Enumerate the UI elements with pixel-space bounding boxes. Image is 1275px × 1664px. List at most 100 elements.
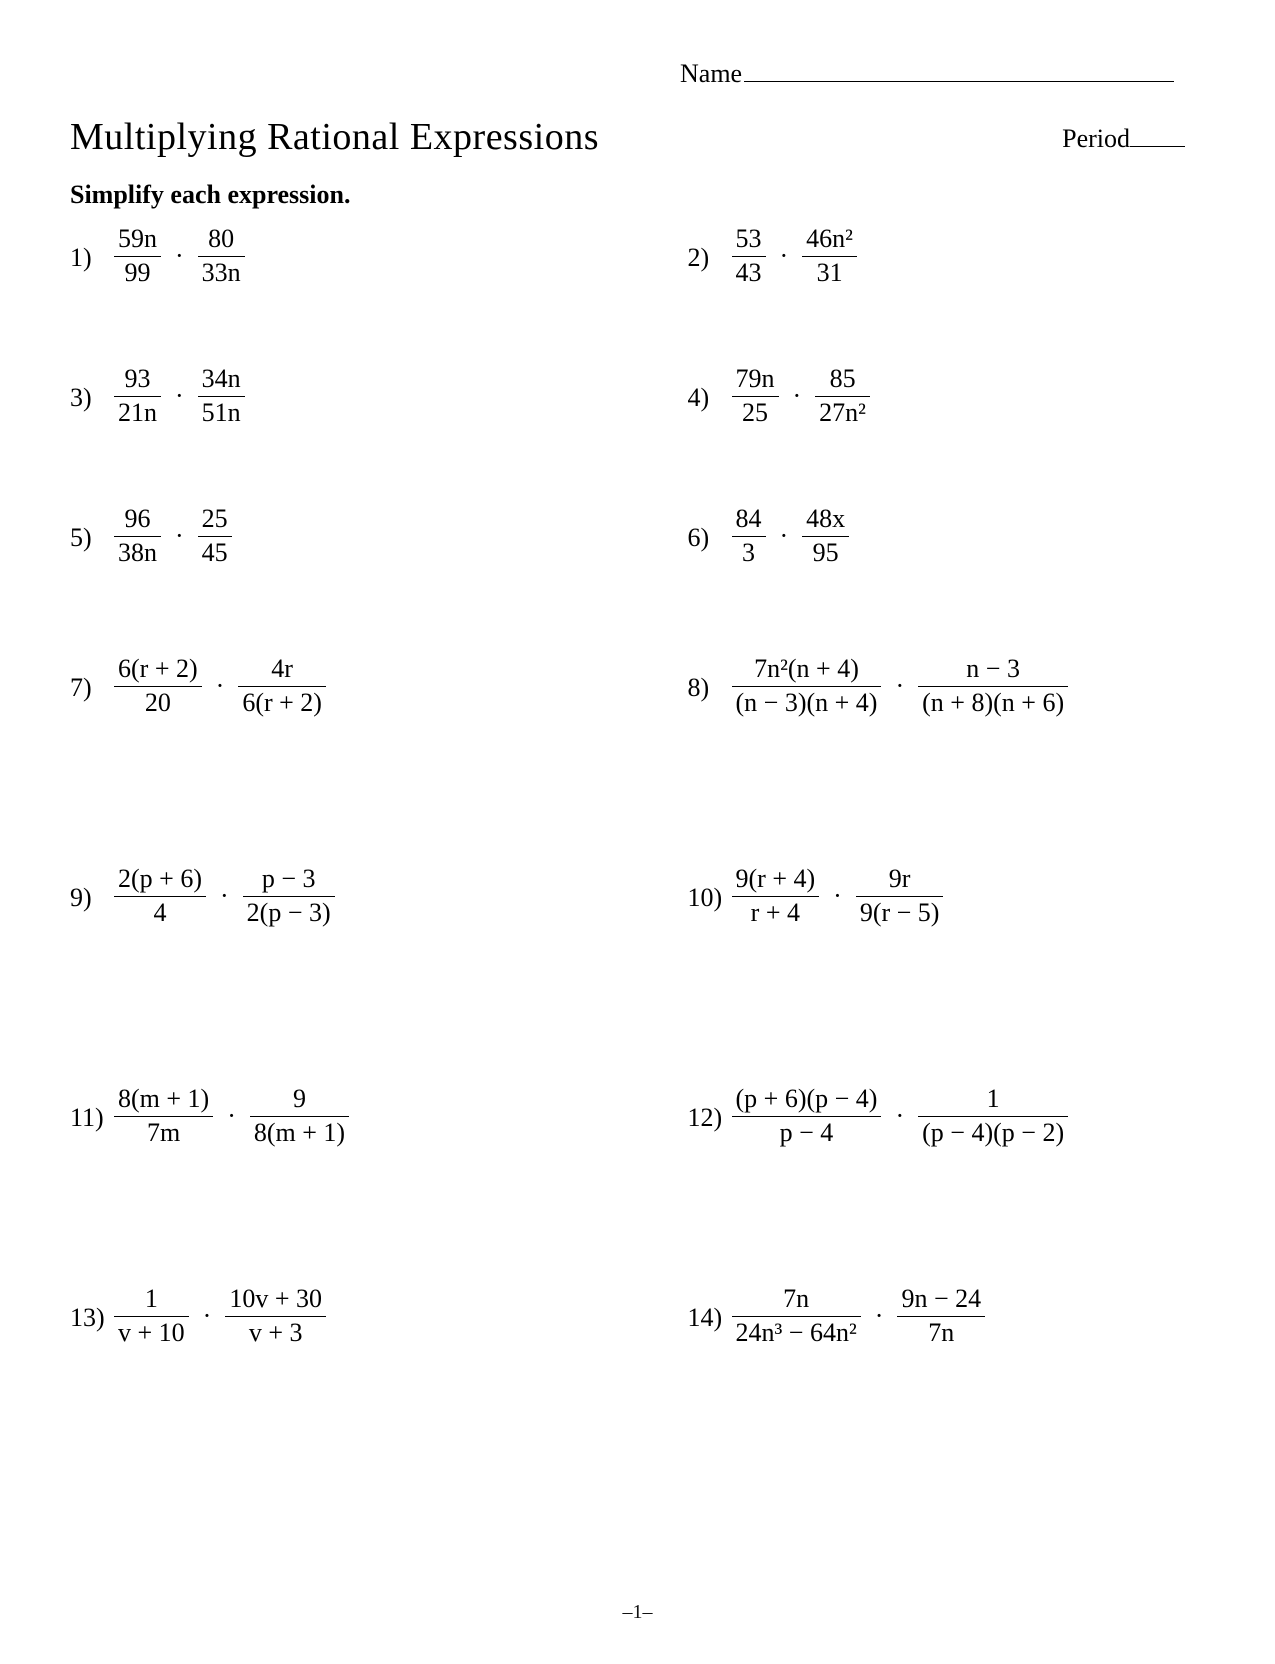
fraction: 8(m + 1) 7m — [114, 1085, 213, 1147]
denominator: 95 — [809, 539, 843, 568]
fraction: 1 v + 10 — [114, 1285, 189, 1347]
title-row: Multiplying Rational Expressions — [70, 115, 1205, 159]
fraction: 79n 25 — [732, 365, 779, 427]
problem-cell: 11) 8(m + 1) 7m · 9 8(m + 1) — [70, 1085, 638, 1285]
numerator: 53 — [732, 225, 766, 254]
problem-row: 11) 8(m + 1) 7m · 9 8(m + 1) 12) — [70, 1085, 1205, 1285]
fraction: 6(r + 2) 20 — [114, 655, 202, 717]
fraction: 80 33n — [198, 225, 245, 287]
denominator: 8(m + 1) — [250, 1119, 349, 1148]
numerator: n − 3 — [962, 655, 1024, 684]
multiply-dot: · — [776, 521, 793, 551]
multiply-dot: · — [891, 671, 908, 701]
fraction: 85 27n² — [815, 365, 870, 427]
numerator: 93 — [121, 365, 155, 394]
problem-number: 2) — [688, 225, 732, 273]
denominator: 24n³ − 64n² — [732, 1319, 861, 1348]
fraction: 2(p + 6) 4 — [114, 865, 206, 927]
problem-cell: 13) 1 v + 10 · 10v + 30 v + 3 — [70, 1285, 638, 1445]
denominator: 4 — [149, 899, 170, 928]
fraction-bar — [732, 396, 779, 397]
multiply-dot: · — [789, 381, 806, 411]
fraction-bar — [732, 1316, 861, 1317]
fraction-bar — [114, 1316, 189, 1317]
name-underline[interactable] — [744, 55, 1174, 82]
numerator: 9(r + 4) — [732, 865, 820, 894]
problem-cell: 3) 93 21n · 34n 51n — [70, 365, 638, 505]
fraction-bar — [198, 536, 232, 537]
denominator: v + 3 — [245, 1319, 307, 1348]
problem-number: 10) — [688, 865, 732, 913]
numerator: 2(p + 6) — [114, 865, 206, 894]
numerator: 25 — [198, 505, 232, 534]
numerator: 7n²(n + 4) — [750, 655, 863, 684]
problem-expression: 93 21n · 34n 51n — [114, 365, 245, 427]
numerator: p − 3 — [258, 865, 320, 894]
multiply-dot: · — [171, 521, 188, 551]
multiply-dot: · — [829, 881, 846, 911]
fraction-bar — [732, 256, 766, 257]
problem-number: 8) — [688, 655, 732, 703]
fraction-bar — [732, 536, 766, 537]
problem-row: 3) 93 21n · 34n 51n 4) — [70, 365, 1205, 505]
fraction-bar — [802, 256, 857, 257]
instruction-text: Simplify each expression. — [70, 180, 350, 210]
problem-expression: 96 38n · 25 45 — [114, 505, 232, 567]
denominator: 27n² — [815, 399, 870, 428]
numerator: 8(m + 1) — [114, 1085, 213, 1114]
fraction: 84 3 — [732, 505, 766, 567]
denominator: 3 — [738, 539, 759, 568]
period-label: Period — [1062, 124, 1130, 153]
fraction-bar — [198, 256, 245, 257]
denominator: 99 — [121, 259, 155, 288]
fraction-bar — [802, 536, 849, 537]
fraction-bar — [114, 896, 206, 897]
problem-number: 7) — [70, 655, 114, 703]
fraction-bar — [114, 1116, 213, 1117]
problem-number: 5) — [70, 505, 114, 553]
numerator: 46n² — [802, 225, 857, 254]
problem-expression: 79n 25 · 85 27n² — [732, 365, 870, 427]
fraction: n − 3 (n + 8)(n + 6) — [918, 655, 1068, 717]
problem-expression: 6(r + 2) 20 · 4r 6(r + 2) — [114, 655, 326, 717]
problem-cell: 2) 53 43 · 46n² 31 — [638, 225, 1206, 365]
numerator: 80 — [204, 225, 238, 254]
denominator: 20 — [141, 689, 175, 718]
fraction: 9(r + 4) r + 4 — [732, 865, 820, 927]
multiply-dot: · — [776, 241, 793, 271]
fraction: 34n 51n — [198, 365, 245, 427]
denominator: v + 10 — [114, 1319, 189, 1348]
multiply-dot: · — [171, 381, 188, 411]
multiply-dot: · — [216, 881, 233, 911]
problem-cell: 5) 96 38n · 25 45 — [70, 505, 638, 655]
problem-row: 5) 96 38n · 25 45 6) — [70, 505, 1205, 655]
denominator: 21n — [114, 399, 161, 428]
fraction-bar — [243, 896, 335, 897]
denominator: 2(p − 3) — [243, 899, 335, 928]
fraction: 46n² 31 — [802, 225, 857, 287]
name-label: Name — [680, 59, 742, 88]
denominator: 25 — [738, 399, 772, 428]
numerator: (p + 6)(p − 4) — [732, 1085, 882, 1114]
fraction: (p + 6)(p − 4) p − 4 — [732, 1085, 882, 1147]
fraction-bar — [225, 1316, 326, 1317]
numerator: 10v + 30 — [225, 1285, 326, 1314]
fraction-bar — [732, 1116, 882, 1117]
numerator: 1 — [983, 1085, 1004, 1114]
period-underline[interactable] — [1130, 120, 1185, 147]
fraction: 59n 99 — [114, 225, 161, 287]
denominator: 38n — [114, 539, 161, 568]
problem-number: 3) — [70, 365, 114, 413]
problem-expression: 9(r + 4) r + 4 · 9r 9(r − 5) — [732, 865, 944, 927]
fraction-bar — [815, 396, 870, 397]
multiply-dot: · — [199, 1301, 216, 1331]
problem-cell: 7) 6(r + 2) 20 · 4r 6(r + 2) — [70, 655, 638, 865]
problem-expression: 2(p + 6) 4 · p − 3 2(p − 3) — [114, 865, 335, 927]
problem-cell: 12) (p + 6)(p − 4) p − 4 · 1 (p − 4)(p −… — [638, 1085, 1206, 1285]
denominator: 31 — [813, 259, 847, 288]
fraction: 9r 9(r − 5) — [856, 865, 944, 927]
fraction: 48x 95 — [802, 505, 849, 567]
numerator: 6(r + 2) — [114, 655, 202, 684]
denominator: 43 — [732, 259, 766, 288]
fraction-bar — [732, 686, 882, 687]
